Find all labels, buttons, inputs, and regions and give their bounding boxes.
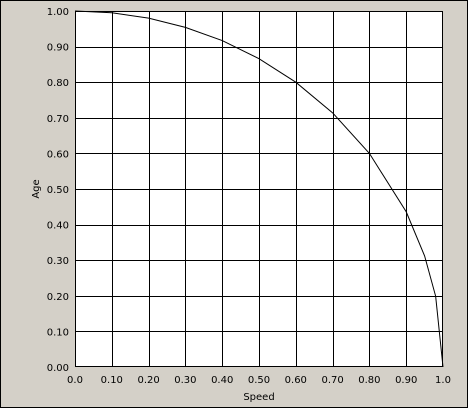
x-tick-label: 0.50 [248,375,270,386]
y-tick-label: 0.50 [47,185,69,196]
y-tick-label: 0.80 [47,78,69,89]
y-tick-label: 1.00 [47,7,69,18]
grid [75,11,443,367]
y-axis-title: Age [31,179,42,198]
y-tick-label: 0.70 [47,114,69,125]
y-tick-label: 0.10 [47,327,69,338]
x-tick-label: 0.20 [137,375,159,386]
series-group [74,10,444,368]
x-axis-title: Speed [243,392,274,403]
y-tick-label: 0.00 [47,363,69,374]
x-tick-label: 0.80 [358,375,380,386]
x-tick-label: 1.0 [435,375,451,386]
series-line [74,10,444,368]
x-tick-label: 0.40 [211,375,233,386]
y-tick-label: 0.90 [47,43,69,54]
y-axis-ticks: 0.00 0.10 0.20 0.30 0.40 0.50 0.60 0.70 0.80 0.90… [47,7,69,374]
plot-border [75,11,443,367]
x-axis-ticks: 0.0 0.10 0.20 0.30 0.40 0.50 0.60 0.70 0.80 0.90 1… [67,375,451,386]
x-tick-label: 0.30 [174,375,196,386]
x-tick-label: 0.90 [395,375,417,386]
x-tick-label: 0.10 [101,375,123,386]
x-tick-label: 0.70 [321,375,343,386]
y-tick-label: 0.20 [47,292,69,303]
x-tick-label: 0.60 [285,375,307,386]
y-tick-label: 0.40 [47,221,69,232]
x-tick-label: 0.0 [67,375,83,386]
y-tick-label: 0.60 [47,149,69,160]
y-tick-label: 0.30 [47,256,69,267]
